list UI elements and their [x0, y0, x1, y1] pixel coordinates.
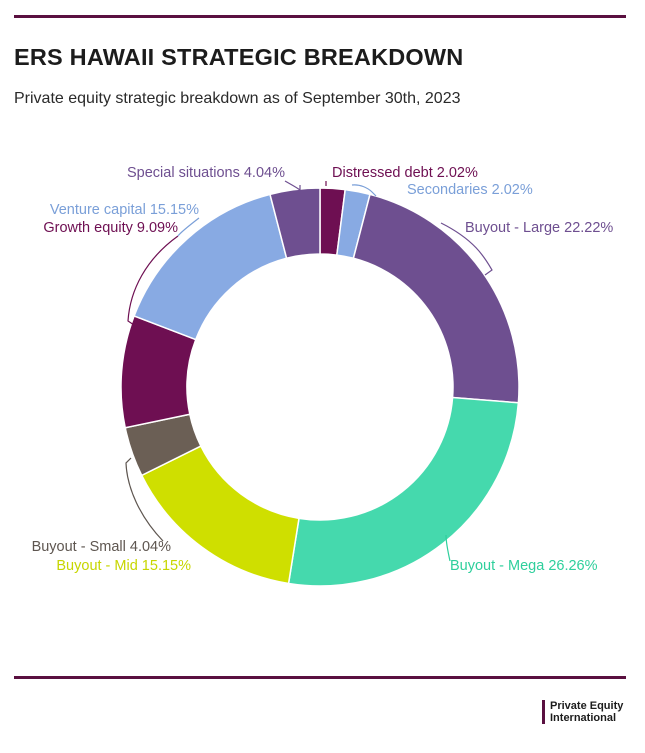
label-buyout-large: Buyout - Large 22.22% [465, 220, 613, 236]
callout-line-buyout-mega [445, 534, 451, 562]
label-venture-capital: Venture capital 15.15% [50, 202, 199, 218]
bottom-rule [14, 676, 626, 679]
logo-line-1: Private Equity [550, 700, 624, 712]
callout-line-buyout-small [125, 457, 164, 542]
label-special-situations: Special situations 4.04% [127, 165, 285, 181]
chart-title: ERS HAWAII STRATEGIC BREAKDOWN [14, 44, 464, 70]
callout-line-buyout-large [440, 222, 493, 276]
callout-line-venture-capital [177, 217, 200, 237]
top-rule [14, 15, 626, 18]
logo-line-2: International [550, 712, 617, 724]
label-buyout-mid: Buyout - Mid 15.15% [56, 558, 191, 574]
publisher-logo: Private Equity International [542, 700, 623, 724]
callout-line-special-situations [284, 180, 301, 192]
slice-special-situations [269, 187, 321, 260]
chart-subtitle: Private equity strategic breakdown as of… [14, 90, 461, 107]
callout-line-secondaries [351, 184, 377, 197]
slice-buyout-mega [287, 396, 520, 587]
label-secondaries: Secondaries 2.02% [407, 182, 533, 198]
callout-line-growth-equity [127, 235, 179, 326]
donut-chart: Distressed debt 2.02%Secondaries 2.02% Bu… [32, 165, 613, 587]
label-growth-equity: Growth equity 9.09% [43, 220, 178, 236]
label-buyout-small: Buyout - Small 4.04% [32, 539, 172, 555]
label-distressed-debt: Distressed debt 2.02% [332, 165, 478, 181]
label-buyout-mega: Buyout - Mega 26.26% [450, 558, 598, 574]
